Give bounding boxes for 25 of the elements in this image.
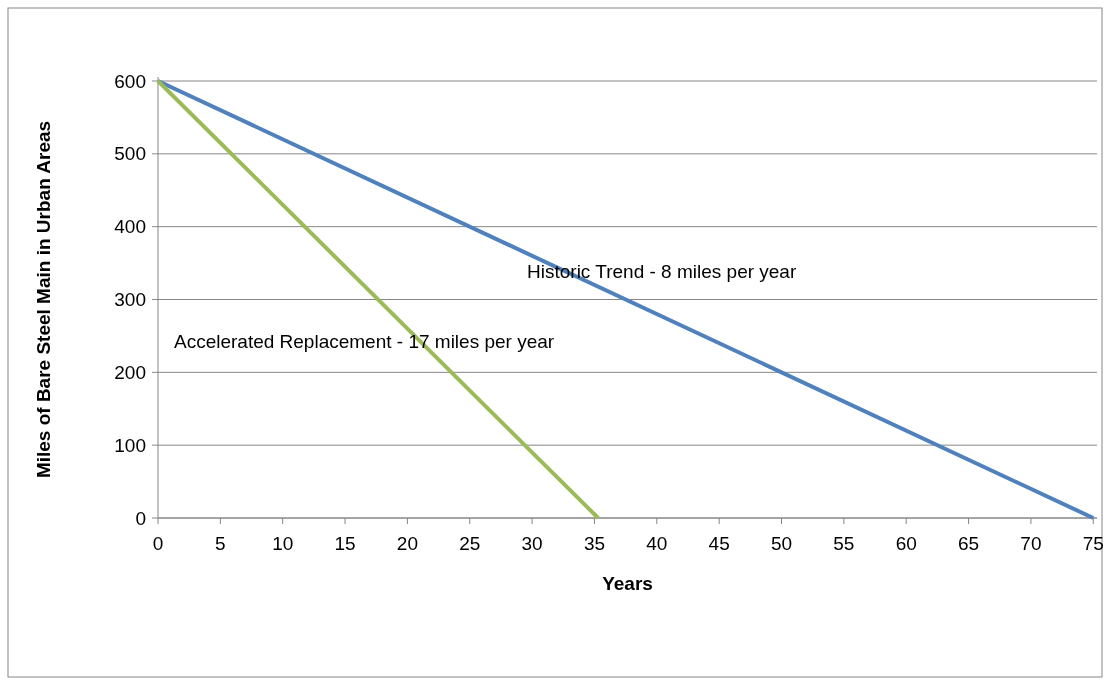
y-tick-label: 100: [114, 434, 146, 456]
y-tick-label: 200: [114, 361, 146, 383]
y-tick-label: 400: [114, 216, 146, 238]
x-tick-label: 40: [646, 533, 668, 554]
x-tick-label: 30: [521, 533, 543, 554]
x-tick-label: 0: [152, 533, 164, 554]
x-tick-label: 5: [215, 533, 226, 554]
x-tick-label: 55: [833, 533, 855, 554]
y-tick-label: 0: [135, 507, 146, 529]
x-tick-label: 50: [770, 533, 793, 554]
x-tick-label: 45: [708, 533, 730, 554]
y-tick-label: 600: [114, 70, 146, 92]
x-tick-label: 65: [957, 533, 980, 554]
x-tick-label: 70: [1020, 533, 1042, 554]
x-tick-label: 25: [459, 533, 481, 554]
x-tick-label: 75: [1082, 533, 1104, 554]
x-tick-label: 20: [396, 533, 418, 554]
y-tick-label: 500: [114, 143, 146, 165]
x-tick-label: 10: [272, 533, 294, 554]
x-tick-label: 15: [334, 533, 356, 554]
y-tick-label: 300: [114, 289, 146, 311]
y-axis-title: Miles of Bare Steel Main in Urban Areas: [33, 120, 54, 479]
x-tick-label: 60: [895, 533, 917, 554]
x-tick-label: 35: [583, 533, 606, 554]
x-axis-title: Years: [602, 573, 653, 594]
